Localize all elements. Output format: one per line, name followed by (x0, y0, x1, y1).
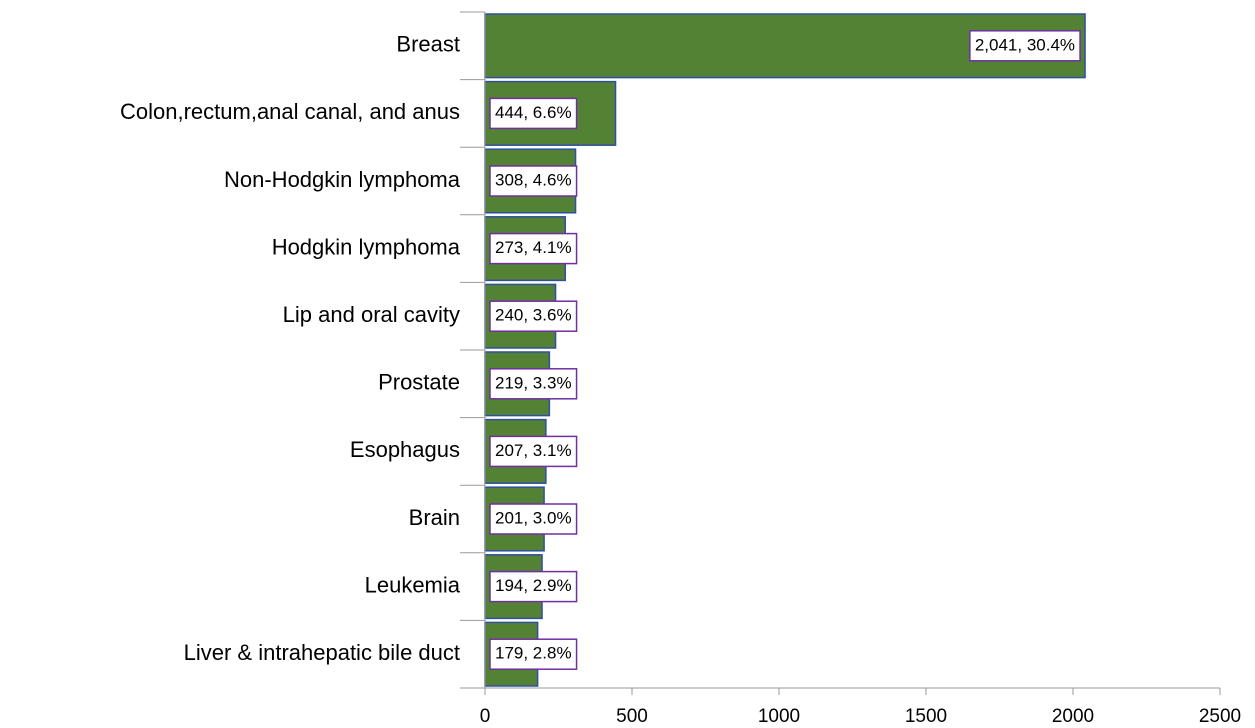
data-label: 273, 4.1% (489, 232, 578, 265)
data-label: 207, 3.1% (489, 435, 578, 468)
data-label-text: 219, 3.3% (495, 373, 572, 392)
data-label-box (489, 97, 578, 130)
data-label-box (489, 638, 578, 670)
data-label-text: 201, 3.0% (495, 508, 572, 527)
y-tick-label: Prostate (378, 370, 460, 395)
data-label: 201, 3.0% (489, 503, 578, 535)
x-tick-label: 0 (480, 706, 491, 727)
x-tick-label: 2000 (1052, 706, 1094, 727)
data-label: 219, 3.3% (489, 368, 578, 400)
data-label-box (489, 570, 578, 603)
y-tick-label: Brain (409, 505, 460, 530)
data-label-text: 308, 4.6% (495, 170, 572, 189)
data-label: 2,041, 30.4% (969, 30, 1081, 62)
data-label-text: 2,041, 30.4% (975, 35, 1075, 54)
y-tick-label: Colon,rectum,anal canal, and anus (120, 99, 460, 124)
data-label-text: 207, 3.1% (495, 441, 572, 460)
data-label-text: 179, 2.8% (495, 644, 572, 663)
x-tick-label: 1000 (758, 706, 800, 727)
y-tick-label: Liver & intrahepatic bile duct (184, 640, 460, 665)
data-label: 308, 4.6% (489, 165, 578, 197)
data-label-box (489, 232, 578, 265)
data-label-text: 194, 2.9% (495, 576, 572, 595)
x-tick-label: 500 (616, 706, 648, 727)
data-label-box (489, 300, 578, 332)
x-tick-label: 2500 (1199, 706, 1241, 727)
data-label-box (489, 368, 578, 400)
x-tick-label: 1500 (905, 706, 947, 727)
y-tick-label: Leukemia (365, 572, 461, 597)
data-label: 240, 3.6% (489, 300, 578, 332)
data-label-box (489, 435, 578, 468)
data-label-text: 444, 6.6% (495, 103, 572, 122)
y-tick-label: Non-Hodgkin lymphoma (224, 167, 461, 192)
y-tick-label: Breast (396, 32, 460, 57)
data-label: 179, 2.8% (489, 638, 578, 670)
data-label-box (489, 165, 578, 197)
data-label-text: 273, 4.1% (495, 238, 572, 257)
data-label: 444, 6.6% (489, 97, 578, 130)
data-label-text: 240, 3.6% (495, 306, 572, 325)
y-tick-label: Hodgkin lymphoma (272, 234, 461, 259)
data-label-box (489, 503, 578, 535)
data-label-box (969, 30, 1081, 62)
data-label: 194, 2.9% (489, 570, 578, 603)
y-tick-label: Lip and oral cavity (283, 302, 460, 327)
y-tick-label: Esophagus (350, 437, 460, 462)
